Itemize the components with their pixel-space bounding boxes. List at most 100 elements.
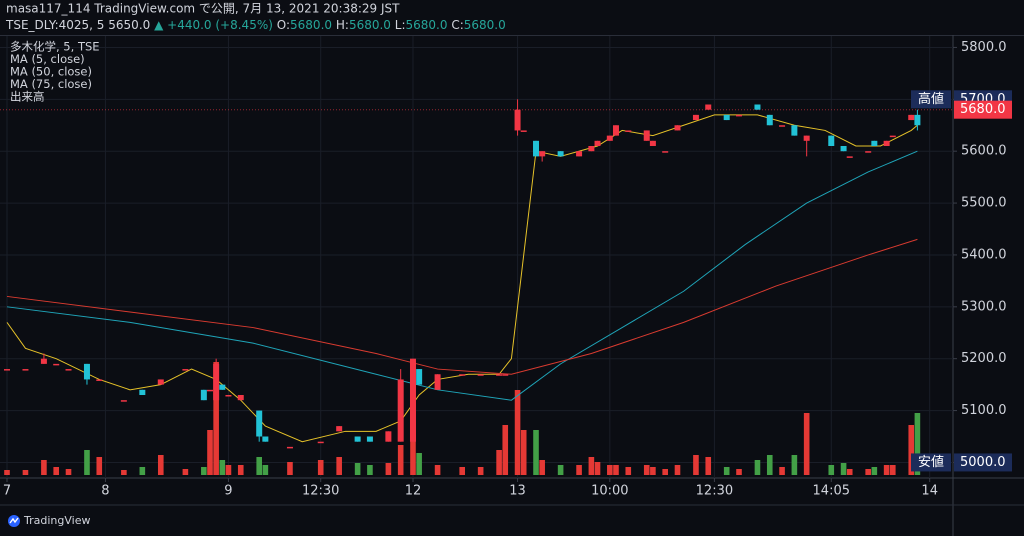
- candle: [40, 353, 47, 364]
- candle: [865, 151, 872, 153]
- candle-body: [754, 104, 761, 110]
- ohlc-value: 5680.0: [464, 18, 506, 32]
- candle-body: [262, 436, 269, 442]
- candle: [477, 374, 484, 376]
- candle: [139, 389, 146, 395]
- brand: TradingView: [23, 514, 90, 527]
- candle: [803, 135, 810, 157]
- volume-bar: [207, 430, 213, 475]
- y-tick-label: 5800.0: [961, 40, 1007, 55]
- candle-body: [643, 130, 650, 141]
- candle-body: [96, 379, 103, 381]
- x-tick-label: 7: [3, 484, 11, 499]
- volume-bar: [385, 463, 392, 475]
- candle: [612, 125, 619, 136]
- candle-body: [871, 140, 878, 146]
- candle: [846, 156, 853, 158]
- candle-body: [157, 379, 164, 385]
- candle: [502, 374, 509, 376]
- candle-body: [766, 114, 773, 126]
- volume-bar: [754, 460, 761, 475]
- candle-body: [865, 151, 872, 153]
- legend-entry: 出来高: [10, 90, 45, 104]
- candle-body: [846, 156, 853, 158]
- x-tick-label: 14: [921, 484, 938, 499]
- volume-bar: [736, 469, 742, 475]
- legend-entry: MA (75, close): [10, 77, 92, 91]
- x-tick-label: 12:30: [302, 484, 339, 499]
- candle: [705, 104, 712, 110]
- y-tick-label: 5200.0: [961, 351, 1007, 366]
- volume-bar: [766, 455, 773, 475]
- candle-body: [594, 140, 601, 146]
- candle: [779, 125, 786, 127]
- candle-body: [434, 374, 441, 390]
- volume-bar: [840, 463, 847, 475]
- candle: [723, 114, 730, 121]
- candle-body: [256, 410, 263, 437]
- candle-body: [840, 146, 847, 152]
- volume-bar: [477, 467, 484, 475]
- candle-body: [514, 109, 521, 131]
- y-tick-label: 5300.0: [961, 299, 1007, 314]
- high-marker-label-bg: [911, 90, 951, 109]
- volume-bar: [576, 465, 582, 475]
- candle: [908, 114, 915, 121]
- candle: [354, 436, 361, 442]
- candle-body: [736, 114, 743, 117]
- volume-bar: [533, 430, 539, 475]
- legend-entry: MA (5, close): [10, 52, 85, 66]
- candle: [434, 374, 441, 390]
- low-marker-tag: [954, 453, 1012, 472]
- candle: [539, 151, 546, 162]
- volume-bar: [779, 467, 785, 475]
- price: 5650.0: [108, 18, 150, 32]
- candle-body: [219, 384, 226, 390]
- candle-body: [692, 114, 699, 121]
- candle-body: [914, 114, 921, 126]
- candle-body: [182, 369, 189, 371]
- volume-bar: [225, 465, 232, 475]
- legend-entry: MA (50, close): [10, 65, 92, 79]
- volume-bar: [791, 455, 798, 475]
- candle: [397, 369, 404, 442]
- candle: [606, 135, 613, 141]
- volume-bar: [908, 425, 915, 475]
- candle-body: [606, 135, 613, 141]
- volume-bar: [65, 469, 72, 475]
- candle-body: [828, 135, 835, 146]
- candle: [219, 384, 226, 390]
- volume-bar: [96, 457, 103, 475]
- candle: [674, 125, 681, 131]
- header-symbol-line: TSE_DLY:4025, 5 5650.0 ▲ +440.0 (+8.45%)…: [5, 18, 506, 32]
- candle: [459, 374, 466, 376]
- candle-body: [139, 389, 146, 395]
- candle: [262, 436, 269, 442]
- ohlc-value: 5680.0: [290, 18, 332, 32]
- x-tick-label: 12:30: [696, 484, 733, 499]
- ma-line: [6, 114, 918, 443]
- candle-body: [225, 395, 232, 397]
- low-marker-label: 安値: [918, 454, 944, 470]
- brand-logo: [8, 515, 20, 527]
- candle-body: [336, 426, 343, 432]
- candle-body: [612, 125, 619, 136]
- volume-bar: [607, 465, 613, 475]
- volume-bar: [723, 467, 730, 475]
- candle: [883, 140, 890, 146]
- candle: [791, 125, 798, 136]
- candle-body: [723, 114, 730, 121]
- volume-bar: [693, 455, 699, 475]
- ma-line: [6, 150, 918, 401]
- candle-body: [791, 125, 798, 136]
- candle-body: [533, 140, 540, 157]
- candle: [736, 114, 743, 117]
- candle: [643, 130, 650, 141]
- x-tick-label: 12: [405, 484, 422, 499]
- volume-bar: [557, 465, 564, 475]
- candle: [828, 135, 835, 146]
- volume-bar: [41, 460, 47, 475]
- volume-bar: [643, 465, 650, 475]
- candle-body: [22, 369, 29, 371]
- volume-bar: [650, 467, 656, 475]
